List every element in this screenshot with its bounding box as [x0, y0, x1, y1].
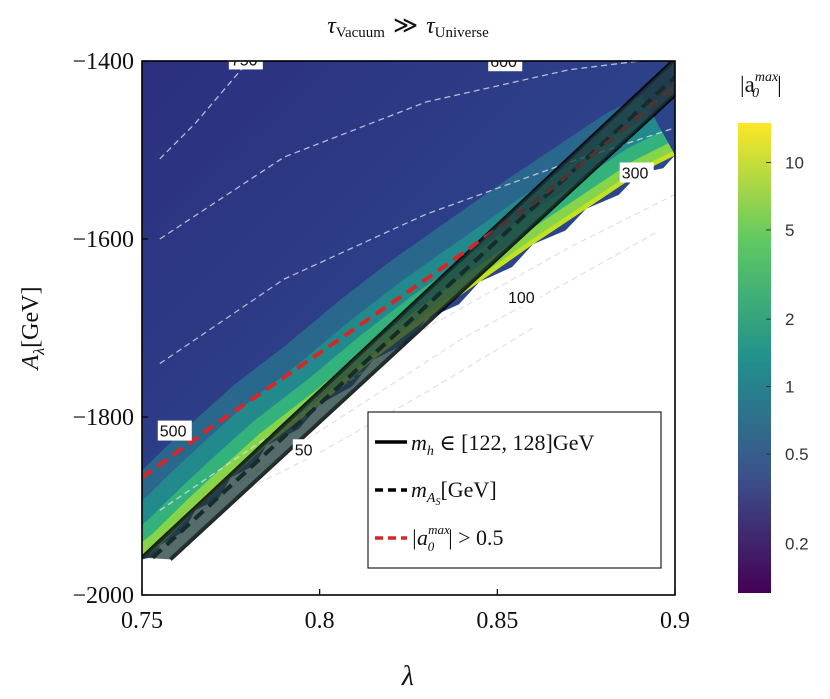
legend-text-mas: mAS[GeV]	[411, 477, 497, 508]
contour-label-600: 600	[490, 54, 517, 71]
legend: mh ∈ [122, 128]GeV mAS[GeV] |amax 0 | > 0.…	[367, 411, 662, 569]
higgs-mass-band	[142, 61, 675, 560]
y-axis-label: Aλ[GeV]	[18, 287, 48, 372]
plot-area: 750 600 500 300 100 50	[141, 52, 676, 596]
contour-label-bg	[292, 439, 317, 460]
contour-label-bg	[157, 420, 192, 441]
contour-label-500: 500	[160, 424, 187, 441]
contour-label-bg	[505, 287, 540, 308]
colorbar-tick-label: 1	[785, 378, 794, 397]
colorbar-tick-label: 0.2	[785, 534, 809, 553]
colorbar-tick-label: 2	[785, 310, 794, 329]
contour-line-300	[159, 193, 675, 511]
contour-label-bg	[228, 61, 263, 70]
y-tick-label: −2000	[72, 583, 134, 609]
legend-text-higgs: mh ∈ [122, 128]GeV	[411, 430, 594, 459]
series-line-3	[142, 84, 675, 480]
contour-label-750: 750	[231, 52, 258, 69]
colorbar-tick-label: 0.5	[785, 445, 809, 464]
y-tick-label: −1800	[72, 405, 134, 431]
contour-line-750	[159, 61, 250, 160]
x-axis-ticks: 0.75 0.8 0.85 0.9	[121, 589, 690, 634]
plot-frame	[141, 60, 676, 596]
y-tick-label: −1400	[72, 49, 134, 75]
contour-label-bg	[619, 162, 654, 183]
legend-entry-amax: |amax 0 | > 0.5	[375, 522, 504, 554]
colorbar-gradient	[738, 123, 771, 593]
legend-entry-higgs: mh ∈ [122, 128]GeV	[375, 430, 594, 459]
x-tick-label: 0.9	[660, 608, 690, 634]
colorbar-tick-label: 10	[785, 153, 804, 172]
colorbar-tick-label: 5	[785, 221, 794, 240]
colorbar-ticks: 10 5 2 1 0.5 0.2	[766, 153, 809, 553]
contour-line-100	[230, 231, 658, 489]
x-tick-label: 0.85	[476, 608, 518, 634]
colorbar-label: |amax 0 |	[740, 70, 782, 101]
contour-label-300: 300	[622, 165, 649, 182]
contour-label-50: 50	[295, 442, 313, 459]
y-axis-ticks: −1400 −1600 −1800 −2000	[72, 49, 148, 609]
contour-label-100: 100	[508, 290, 535, 307]
y-tick-label: −1600	[72, 227, 134, 253]
legend-entry-mas: mAS[GeV]	[375, 477, 497, 508]
x-tick-label: 0.8	[305, 608, 335, 634]
x-tick-label: 0.75	[121, 608, 163, 634]
contour-label-bg	[488, 61, 523, 72]
legend-text-amax: |amax 0 | > 0.5	[411, 522, 504, 554]
chart-title: τVacuum ≫ τUniverse	[327, 13, 489, 41]
x-axis-label: λ	[401, 661, 414, 692]
contour-line-600	[159, 61, 640, 240]
series-lines	[142, 61, 675, 561]
contour-labels: 750 600 500 300 100 50	[157, 52, 654, 460]
colorbar: |amax 0 | 10 5 2 1 0.5 0.2	[738, 70, 809, 593]
legend-box	[367, 411, 662, 569]
